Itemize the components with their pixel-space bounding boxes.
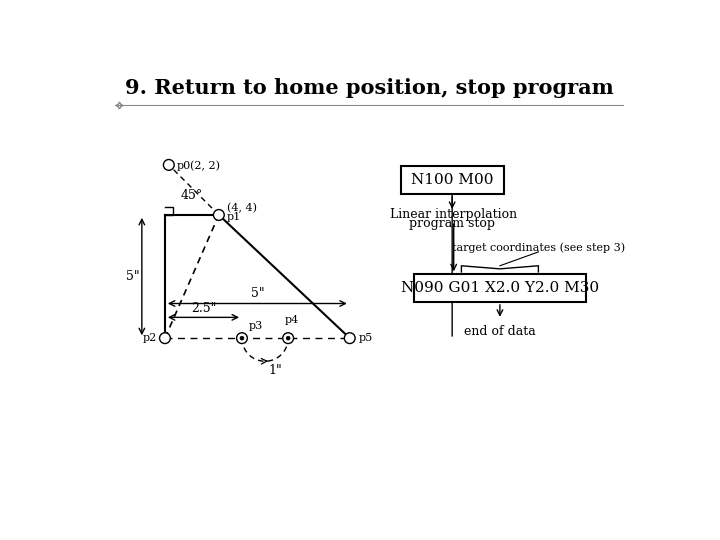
FancyBboxPatch shape (400, 166, 504, 194)
Text: (4, 4): (4, 4) (227, 203, 256, 213)
Text: 2.5": 2.5" (191, 302, 216, 315)
Text: p3: p3 (249, 321, 263, 331)
Text: 5": 5" (126, 270, 140, 283)
Text: end of data: end of data (464, 325, 536, 338)
Circle shape (237, 333, 248, 343)
Text: N090 G01 X2.0 Y2.0 M30: N090 G01 X2.0 Y2.0 M30 (401, 281, 599, 295)
Text: p4: p4 (284, 315, 299, 325)
Text: 5": 5" (251, 287, 264, 300)
Circle shape (160, 333, 171, 343)
Text: p1: p1 (227, 212, 240, 222)
FancyBboxPatch shape (414, 274, 586, 302)
Text: N100 M00: N100 M00 (411, 173, 493, 187)
Text: target coordinates (see step 3): target coordinates (see step 3) (452, 243, 625, 253)
Text: 1": 1" (269, 364, 283, 377)
Circle shape (163, 159, 174, 170)
Circle shape (287, 336, 290, 340)
Text: p5: p5 (359, 333, 372, 343)
Text: p0: p0 (176, 161, 191, 171)
Text: p2: p2 (143, 333, 157, 343)
Text: program stop: program stop (409, 217, 495, 230)
Circle shape (344, 333, 355, 343)
Text: 45°: 45° (180, 189, 202, 202)
Text: (2, 2): (2, 2) (189, 161, 220, 172)
Circle shape (283, 333, 294, 343)
Circle shape (213, 210, 224, 220)
Text: Linear interpolation: Linear interpolation (390, 208, 517, 221)
Text: 9. Return to home position, stop program: 9. Return to home position, stop program (125, 78, 613, 98)
Circle shape (240, 336, 244, 340)
